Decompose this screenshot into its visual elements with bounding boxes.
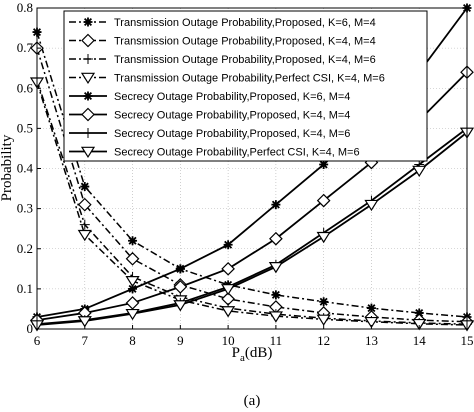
data-point-triangle: [221, 306, 236, 318]
data-point-triangle: [77, 316, 92, 328]
legend-entry: Transmission Outage Probability,Proposed…: [69, 54, 376, 66]
data-point-triangle: [364, 316, 379, 329]
data-point-triangle: [125, 308, 140, 321]
x-axis-label-sub: a: [240, 352, 245, 364]
series-8: [29, 127, 474, 332]
y-tick-label: 0: [27, 321, 34, 336]
data-point-asterisk: [128, 284, 138, 294]
data-point-plus: [83, 54, 93, 64]
legend-label: Secrecy Outage Probability,Proposed, K=6…: [114, 91, 350, 103]
x-tick-label: 10: [222, 333, 235, 348]
series-line: [36, 31, 468, 318]
series-line: [36, 79, 468, 325]
data-point-asterisk: [271, 200, 281, 210]
legend-label: Transmission Outage Probability,Proposed…: [114, 36, 376, 48]
legend: Transmission Outage Probability,Proposed…: [63, 10, 428, 162]
data-point-diamond: [125, 251, 140, 266]
data-point-triangle: [80, 146, 96, 159]
legend-label: Secrecy Outage Probability,Proposed, K=4…: [114, 110, 350, 122]
y-tick-label: 0.1: [17, 281, 33, 296]
data-point-asterisk: [80, 182, 90, 192]
x-tick-label: 11: [270, 333, 283, 348]
series-line: [36, 82, 468, 326]
data-point-triangle: [80, 72, 96, 85]
x-axis-label-unit: (dB): [245, 345, 273, 361]
data-point-diamond: [81, 33, 95, 48]
legend-entry: Secrecy Outage Probability,Proposed, K=4…: [69, 107, 350, 122]
y-tick-label: 0.6: [17, 80, 34, 95]
data-point-asterisk: [83, 91, 93, 101]
data-point-triangle: [412, 318, 427, 331]
data-point-plus: [79, 219, 90, 230]
x-tick-label: 6: [34, 333, 41, 348]
data-point-triangle: [221, 284, 236, 296]
data-point-triangle: [268, 311, 283, 323]
data-point-asterisk: [414, 308, 424, 318]
x-tick-label: 7: [82, 333, 89, 348]
y-tick-label: 0.4: [17, 161, 34, 176]
data-point-asterisk: [83, 17, 93, 27]
data-point-triangle: [316, 314, 331, 326]
legend-box: [63, 10, 428, 162]
series-line: [36, 47, 468, 323]
data-point-asterisk: [175, 264, 185, 274]
data-point-asterisk: [223, 240, 233, 250]
legend-entry: Secrecy Outage Probability,Proposed, K=4…: [69, 128, 350, 140]
data-point-diamond: [81, 107, 95, 122]
data-point-triangle: [173, 300, 188, 312]
x-tick-label: 14: [413, 333, 427, 348]
legend-label: Secrecy Outage Probability,Perfect CSI, …: [114, 147, 360, 159]
y-tick-label: 0.2: [17, 241, 33, 256]
data-point-diamond: [221, 261, 235, 276]
legend-label: Transmission Outage Probability,Perfect …: [114, 73, 385, 85]
series-line: [36, 131, 468, 326]
x-axis-label: Pa(dB): [232, 345, 273, 364]
x-tick-label: 13: [365, 333, 378, 348]
legend-entry: Transmission Outage Probability,Proposed…: [69, 33, 376, 48]
data-point-asterisk: [319, 297, 329, 307]
data-point-asterisk: [366, 303, 376, 313]
legend-entry: Transmission Outage Probability,Perfect …: [69, 73, 385, 85]
axis-ticks: 6 7 8 9 10 11 12 13 14 15 0 0.1 0.2 0.3 0.4 0.5 0.6 0.7 0.…: [17, 0, 474, 348]
data-point-asterisk: [128, 236, 138, 246]
y-axis-label: Probability: [0, 134, 15, 201]
data-point-triangle: [268, 262, 283, 274]
y-tick-label: 0.3: [17, 201, 33, 216]
data-point-diamond: [173, 280, 188, 294]
legend-entry: Transmission Outage Probability,Proposed…: [69, 17, 376, 29]
data-point-asterisk: [319, 159, 329, 169]
data-point-triangle: [125, 276, 140, 288]
data-point-triangle: [77, 229, 92, 242]
data-point-triangle: [364, 199, 379, 212]
y-tick-label: 0.8: [17, 0, 33, 15]
data-point-triangle: [412, 165, 427, 178]
data-point-diamond: [77, 197, 92, 212]
x-tick-label: 8: [129, 333, 136, 348]
x-tick-label: 9: [177, 333, 184, 348]
data-point-triangle: [316, 231, 331, 244]
legend-entry: Secrecy Outage Probability,Proposed, K=6…: [69, 91, 350, 103]
data-point-diamond: [269, 231, 283, 246]
figure-caption: (a): [244, 393, 261, 409]
x-axis-label-main: P: [232, 345, 240, 361]
data-point-diamond: [125, 296, 140, 310]
legend-label: Transmission Outage Probability,Proposed…: [114, 17, 376, 29]
y-tick-label: 0.5: [17, 120, 33, 135]
x-tick-label: 15: [461, 333, 474, 348]
x-tick-label: 12: [317, 333, 330, 348]
data-point-plus: [83, 128, 93, 138]
legend-entry: Secrecy Outage Probability,Perfect CSI, …: [69, 147, 360, 159]
legend-label: Transmission Outage Probability,Proposed…: [114, 54, 376, 66]
data-point-diamond: [316, 193, 331, 208]
y-tick-label: 0.7: [17, 40, 34, 55]
legend-label: Secrecy Outage Probability,Proposed, K=4…: [114, 128, 350, 140]
data-point-asterisk: [271, 290, 281, 300]
